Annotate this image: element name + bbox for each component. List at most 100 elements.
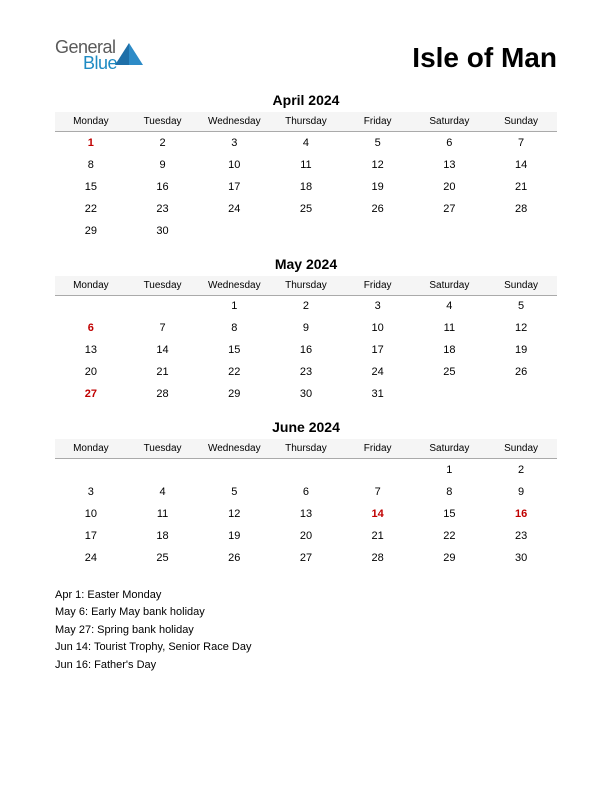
calendar-day (127, 295, 199, 317)
calendar-row: 2930 (55, 220, 557, 242)
calendar-day (198, 220, 270, 242)
calendar-day: 17 (198, 176, 270, 198)
page-title: Isle of Man (412, 42, 557, 74)
header: General Blue Isle of Man (55, 38, 557, 74)
calendar-day: 30 (270, 383, 342, 405)
page: General Blue Isle of Man April 2024Monda… (0, 0, 612, 673)
calendar-day (270, 220, 342, 242)
calendar-block: June 2024MondayTuesdayWednesdayThursdayF… (55, 419, 557, 569)
calendar-day: 23 (270, 361, 342, 383)
weekday-header: Sunday (485, 439, 557, 459)
weekday-header: Thursday (270, 276, 342, 296)
calendar-row: 24252627282930 (55, 547, 557, 569)
calendar-day: 10 (342, 317, 414, 339)
calendar-day: 9 (485, 481, 557, 503)
calendar-row: 2728293031 (55, 383, 557, 405)
calendar-day: 20 (55, 361, 127, 383)
calendar-day: 29 (414, 547, 486, 569)
calendar-day: 30 (485, 547, 557, 569)
calendar-day: 13 (414, 154, 486, 176)
month-title: May 2024 (55, 256, 557, 272)
weekday-header: Monday (55, 112, 127, 132)
calendar-day: 29 (198, 383, 270, 405)
calendar-day: 2 (485, 459, 557, 481)
calendar-day: 24 (55, 547, 127, 569)
calendar-day: 26 (198, 547, 270, 569)
logo-triangle-icon (115, 43, 143, 65)
calendar-row: 15161718192021 (55, 176, 557, 198)
calendar-day: 6 (270, 481, 342, 503)
calendar-day: 26 (342, 198, 414, 220)
calendar-day: 7 (485, 132, 557, 154)
weekday-header: Friday (342, 276, 414, 296)
calendar-day: 16 (485, 503, 557, 525)
calendar-day: 12 (198, 503, 270, 525)
calendar-day: 18 (270, 176, 342, 198)
calendar-row: 22232425262728 (55, 198, 557, 220)
holiday-entry: Jun 14: Tourist Trophy, Senior Race Day (55, 639, 557, 656)
calendar-day: 5 (198, 481, 270, 503)
calendar-day: 1 (55, 132, 127, 154)
calendar-day: 23 (127, 198, 199, 220)
calendar-day: 20 (414, 176, 486, 198)
calendar-day: 9 (127, 154, 199, 176)
weekday-header: Sunday (485, 276, 557, 296)
calendar-row: 891011121314 (55, 154, 557, 176)
calendar-day: 18 (414, 339, 486, 361)
calendar-day: 4 (414, 295, 486, 317)
weekday-header: Tuesday (127, 112, 199, 132)
calendar-day: 25 (414, 361, 486, 383)
calendar-day: 17 (55, 525, 127, 547)
calendar-day: 29 (55, 220, 127, 242)
calendar-day: 5 (485, 295, 557, 317)
calendar-day: 16 (127, 176, 199, 198)
calendar-day: 12 (485, 317, 557, 339)
calendar-day (55, 459, 127, 481)
calendar-row: 12 (55, 459, 557, 481)
calendar-day: 27 (55, 383, 127, 405)
calendar-day: 3 (55, 481, 127, 503)
calendar-day: 7 (127, 317, 199, 339)
calendar-day: 1 (414, 459, 486, 481)
calendar-day: 3 (198, 132, 270, 154)
calendar-day: 27 (270, 547, 342, 569)
calendar-day (485, 220, 557, 242)
month-title: June 2024 (55, 419, 557, 435)
calendar-day (414, 383, 486, 405)
calendar-day: 25 (270, 198, 342, 220)
calendar-day: 25 (127, 547, 199, 569)
calendar-day: 14 (485, 154, 557, 176)
weekday-header: Tuesday (127, 276, 199, 296)
calendar-day: 30 (127, 220, 199, 242)
holiday-entry: May 6: Early May bank holiday (55, 604, 557, 621)
weekday-header: Wednesday (198, 276, 270, 296)
weekday-header: Tuesday (127, 439, 199, 459)
calendar-day: 15 (414, 503, 486, 525)
calendar-day: 4 (127, 481, 199, 503)
weekday-header: Saturday (414, 112, 486, 132)
holiday-entry: Jun 16: Father's Day (55, 657, 557, 674)
weekday-header: Thursday (270, 439, 342, 459)
calendar-block: April 2024MondayTuesdayWednesdayThursday… (55, 92, 557, 242)
calendar-row: 13141516171819 (55, 339, 557, 361)
weekday-header: Thursday (270, 112, 342, 132)
calendar-day: 2 (127, 132, 199, 154)
calendar-day: 11 (414, 317, 486, 339)
weekday-header: Wednesday (198, 112, 270, 132)
calendar-day: 2 (270, 295, 342, 317)
calendar-row: 3456789 (55, 481, 557, 503)
calendar-day: 18 (127, 525, 199, 547)
calendar-day (55, 295, 127, 317)
calendar-day: 28 (342, 547, 414, 569)
calendar-day: 7 (342, 481, 414, 503)
calendar-day: 24 (198, 198, 270, 220)
calendar-row: 17181920212223 (55, 525, 557, 547)
weekday-header: Saturday (414, 276, 486, 296)
calendar-day: 9 (270, 317, 342, 339)
calendar-day (270, 459, 342, 481)
calendar-day: 14 (127, 339, 199, 361)
calendar-day: 10 (55, 503, 127, 525)
calendar-table: MondayTuesdayWednesdayThursdayFridaySatu… (55, 276, 557, 406)
calendar-day: 3 (342, 295, 414, 317)
calendar-day: 19 (342, 176, 414, 198)
